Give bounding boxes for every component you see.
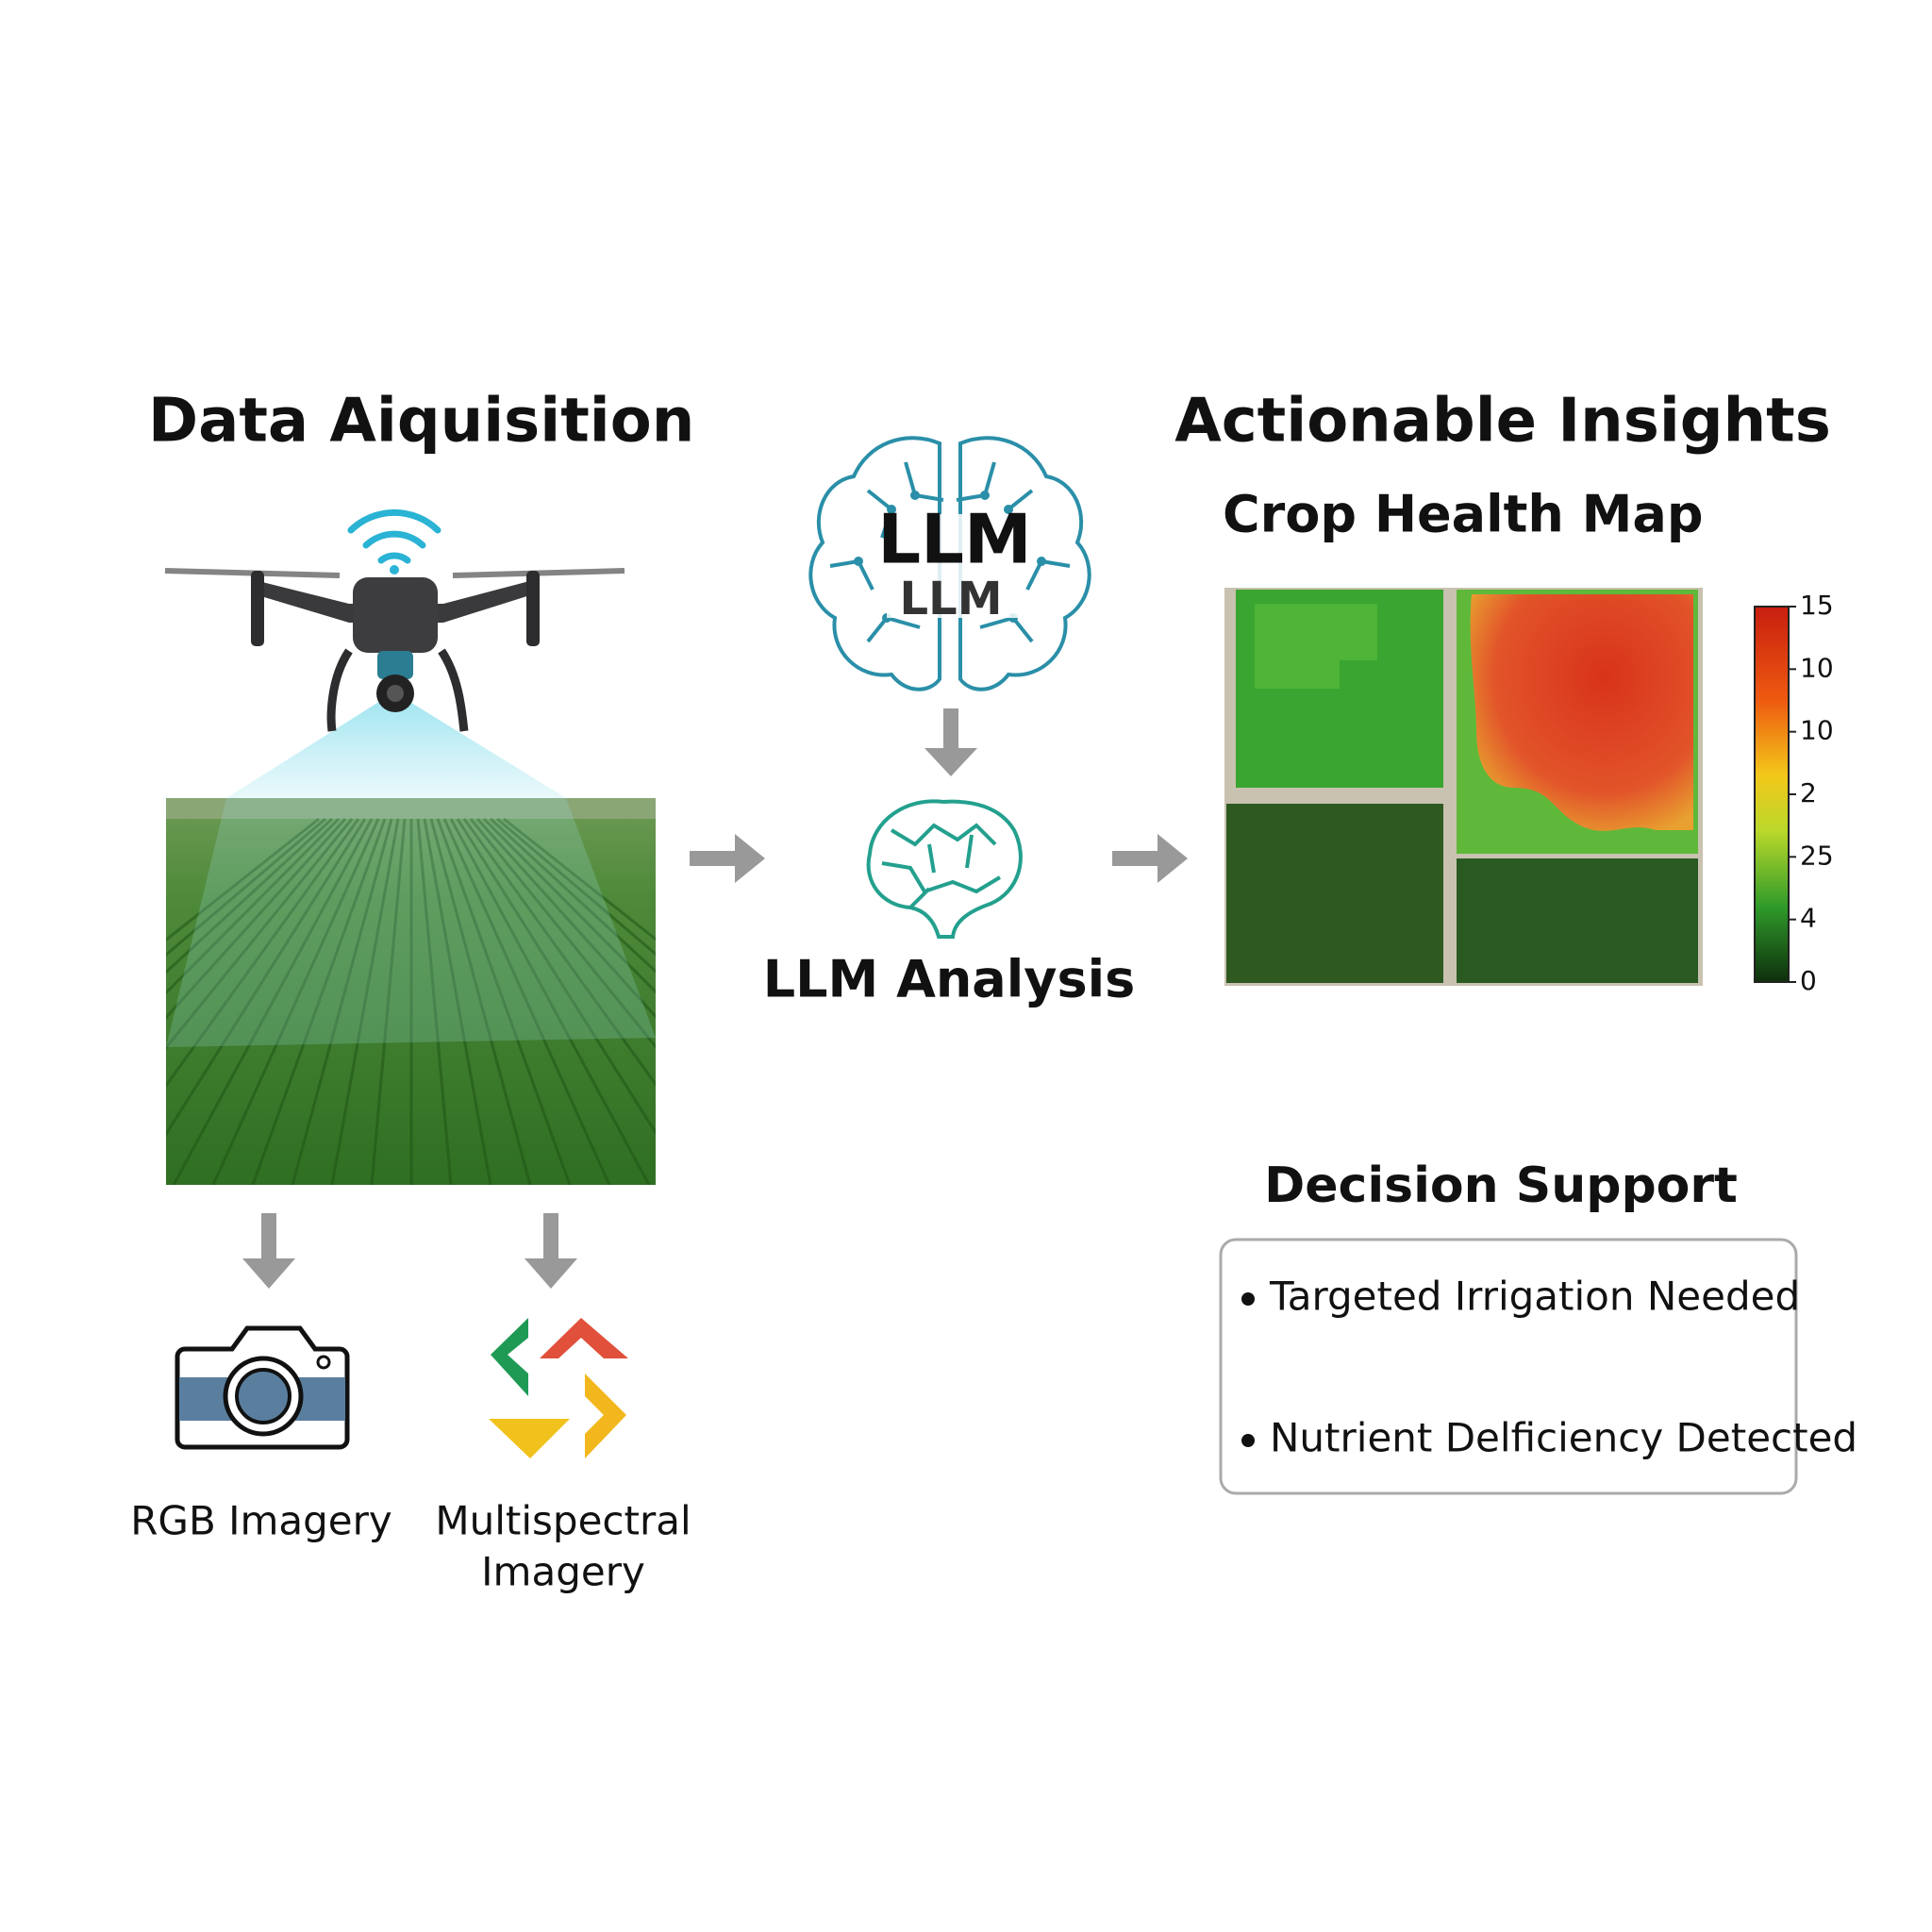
- crop-row: [166, 818, 360, 1089]
- decision-box: [1219, 1238, 1798, 1495]
- decision-item: Targeted Irrigation Needed: [1269, 1274, 1800, 1320]
- brain-label: LLM: [877, 500, 1031, 579]
- bullet: [1241, 1292, 1255, 1306]
- decision-title: Decision Support: [1264, 1158, 1738, 1214]
- crop-row: [429, 818, 532, 1185]
- scale-label: 0: [1800, 965, 1817, 996]
- acquisition-title: Data Aiquisition: [148, 387, 694, 457]
- drone: [164, 568, 625, 732]
- crop-row: [449, 818, 651, 1185]
- multispectral-icon: [489, 1318, 628, 1458]
- crop-row: [462, 818, 656, 1087]
- rgb-camera-icon: [175, 1325, 350, 1450]
- colorbar: [1754, 606, 1790, 983]
- camera-beam: [226, 698, 566, 798]
- rgb-label: RGB Imagery: [130, 1498, 392, 1544]
- crop-row: [166, 817, 341, 995]
- scale-label: 10: [1800, 715, 1834, 746]
- crop-row: [423, 818, 492, 1185]
- scale-label: 2: [1800, 777, 1817, 808]
- crop-row: [166, 818, 367, 1137]
- crop-row: [330, 818, 400, 1185]
- crop-row: [211, 818, 380, 1185]
- crop-row: [166, 817, 334, 974]
- crop-row: [496, 817, 656, 957]
- analysis-brain-icon: [866, 799, 1023, 939]
- crop-field: [166, 798, 656, 1185]
- crop-row: [475, 817, 656, 1019]
- crop-row: [166, 817, 326, 958]
- insights-title: Actionable Insights: [1174, 387, 1831, 457]
- scale-label: 25: [1800, 840, 1834, 871]
- crop-row: [251, 818, 387, 1185]
- bullet: [1241, 1434, 1255, 1447]
- multispectral-label: Imagery: [481, 1549, 645, 1595]
- down-arrows: [242, 1213, 577, 1289]
- crop-row: [503, 817, 656, 941]
- wifi-icon: [347, 508, 441, 575]
- crop-row: [489, 817, 656, 974]
- crop-row: [456, 818, 656, 1136]
- label-backdrop: [887, 514, 1019, 618]
- brain-label: LLM: [900, 573, 1003, 625]
- decision-item: Nutrient Delficiency Detected: [1270, 1415, 1857, 1461]
- crop-row: [166, 817, 320, 942]
- crop-row: [166, 818, 354, 1051]
- crop-row: [416, 818, 453, 1185]
- crop-row: [436, 818, 572, 1185]
- multispectral-label: Multispectral: [435, 1498, 691, 1544]
- crop-row: [469, 818, 656, 1049]
- crop-row: [370, 818, 407, 1185]
- flow-arrows: [690, 834, 1188, 883]
- crop-health-map: [1224, 588, 1703, 986]
- crop-row: [291, 818, 393, 1185]
- crop-row: [442, 818, 611, 1185]
- crop-row: [166, 817, 347, 1020]
- crop-row: [482, 817, 656, 994]
- map-title: Crop Health Map: [1223, 485, 1703, 544]
- down-arrow: [924, 708, 977, 776]
- scale-label: 10: [1800, 652, 1834, 683]
- scale-label: 15: [1800, 590, 1834, 621]
- scale-label: 4: [1800, 903, 1817, 934]
- crop-row: [172, 818, 374, 1185]
- analysis-label: LLM Analysis: [763, 950, 1136, 1009]
